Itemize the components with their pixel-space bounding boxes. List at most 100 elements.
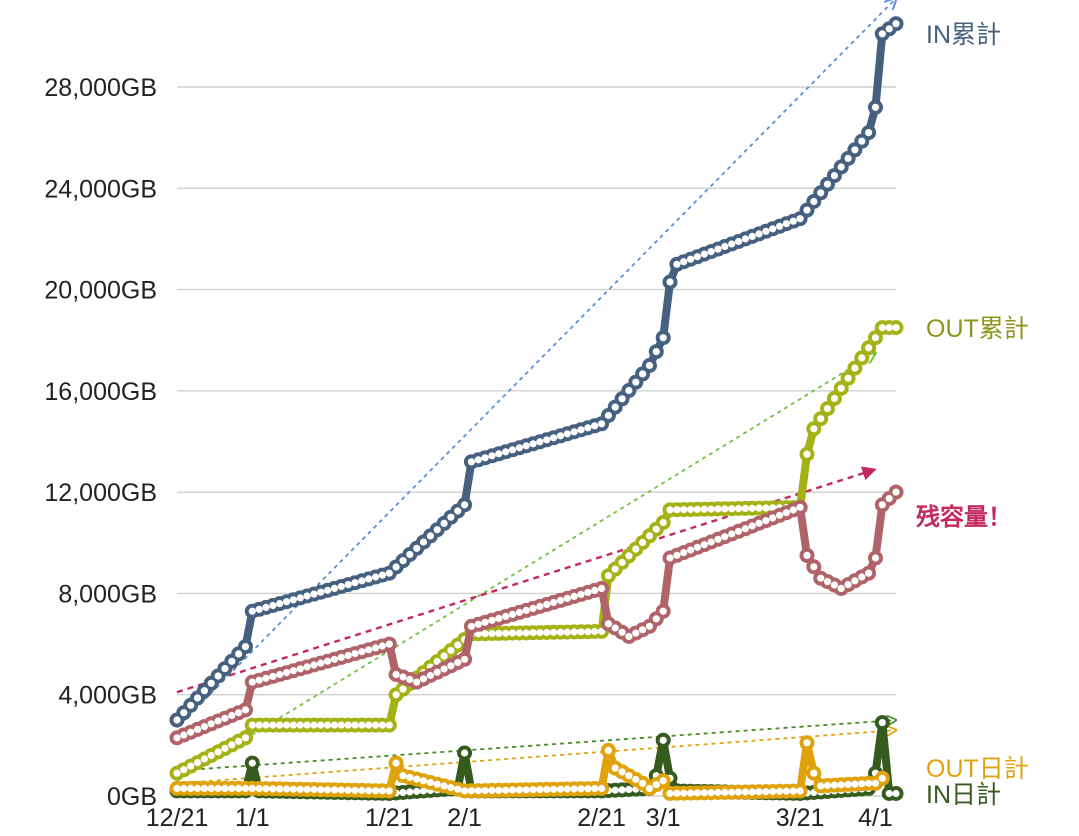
data-point-center <box>611 403 619 411</box>
data-point-center <box>817 574 825 582</box>
data-point-center <box>796 787 804 795</box>
data-point-center <box>419 538 428 546</box>
data-point-center <box>598 420 606 428</box>
data-point-center <box>241 734 250 742</box>
data-point-center <box>344 721 352 729</box>
data-point-center <box>193 759 202 767</box>
data-point-center <box>810 769 818 777</box>
series-label-in-daily: IN日計 <box>926 781 1001 809</box>
series-label-out-cumulative: OUT累計 <box>926 315 1029 343</box>
data-point-center <box>207 784 215 793</box>
data-point-center <box>440 665 448 673</box>
data-point-center <box>522 786 530 794</box>
data-point-center <box>481 618 489 626</box>
data-point-center <box>755 230 763 238</box>
y-tick-label: 28,000GB <box>44 74 157 102</box>
data-point-center <box>604 411 613 420</box>
data-point-center <box>584 588 592 597</box>
data-point-center <box>296 665 304 673</box>
data-point-center <box>187 728 195 736</box>
data-point-center <box>680 789 688 797</box>
series-3 <box>169 735 890 801</box>
y-tick-label: 12,000GB <box>44 479 157 507</box>
data-point-center <box>317 786 325 794</box>
data-point-center <box>426 532 434 540</box>
data-point-center <box>406 788 414 796</box>
data-point-center <box>502 629 510 637</box>
data-point-center <box>871 554 880 562</box>
data-point-center <box>748 232 756 240</box>
data-point-center <box>673 260 681 268</box>
data-point-center <box>200 784 208 793</box>
data-point-center <box>454 507 462 515</box>
data-point-center <box>406 773 414 782</box>
data-point-center <box>543 785 551 794</box>
data-point-center <box>844 780 852 789</box>
data-point-center <box>399 557 407 565</box>
data-point-center <box>550 598 558 607</box>
data-point-center <box>707 505 715 513</box>
data-point-center <box>680 506 688 514</box>
data-point-center <box>598 784 606 793</box>
data-point-center <box>632 378 640 386</box>
data-point-center <box>488 616 496 624</box>
data-point-center <box>193 784 202 793</box>
x-tick-label: 3/21 <box>776 804 825 832</box>
data-point-center <box>385 569 393 577</box>
data-point-center <box>598 584 606 593</box>
data-point-center <box>858 354 866 362</box>
data-point-center <box>474 787 482 795</box>
data-point-center <box>536 438 544 446</box>
trend-line <box>176 0 896 729</box>
data-point-center <box>556 785 565 793</box>
data-point-center <box>645 784 654 793</box>
data-point-center <box>844 374 852 382</box>
data-point-center <box>892 789 900 798</box>
data-point-center <box>707 538 715 546</box>
data-point-center <box>666 506 674 514</box>
data-point-center <box>865 344 873 352</box>
data-point-center <box>255 784 263 793</box>
data-point-center <box>680 549 688 557</box>
data-point-center <box>310 661 318 669</box>
data-point-center <box>707 248 715 256</box>
data-point-center <box>817 415 825 423</box>
data-point-center <box>762 504 770 512</box>
data-point-center <box>296 594 304 602</box>
data-point-center <box>207 751 215 760</box>
data-point-center <box>556 628 565 636</box>
data-point-center <box>741 525 750 533</box>
data-point-center <box>536 785 544 794</box>
data-point-center <box>543 436 551 444</box>
x-tick-label: 2/21 <box>577 804 626 832</box>
data-point-center <box>221 714 229 722</box>
series-0 <box>169 16 904 728</box>
data-point-center <box>741 788 750 796</box>
data-point-center <box>180 766 188 774</box>
data-point-center <box>878 324 886 332</box>
data-point-center <box>865 129 873 137</box>
data-point-center <box>467 787 475 795</box>
data-point-center <box>625 552 633 560</box>
data-point-center <box>762 788 770 796</box>
data-point-center <box>248 607 256 615</box>
data-point-center <box>419 675 428 683</box>
data-point-center <box>584 424 592 432</box>
data-point-center <box>865 569 873 577</box>
data-point-center <box>241 706 250 714</box>
data-point-center <box>591 586 599 595</box>
data-point-center <box>550 785 558 793</box>
data-point-center <box>823 405 832 413</box>
data-point-center <box>789 506 797 514</box>
data-point-center <box>303 721 311 729</box>
data-point-center <box>440 652 448 660</box>
data-point-center <box>556 432 565 440</box>
y-tick-label: 0GB <box>107 783 157 811</box>
data-point-center <box>344 651 352 660</box>
data-point-center <box>303 592 311 600</box>
data-series <box>169 16 904 801</box>
data-point-center <box>467 622 475 630</box>
data-point-center <box>187 701 195 709</box>
data-point-center <box>317 721 325 729</box>
data-point-center <box>645 361 654 370</box>
